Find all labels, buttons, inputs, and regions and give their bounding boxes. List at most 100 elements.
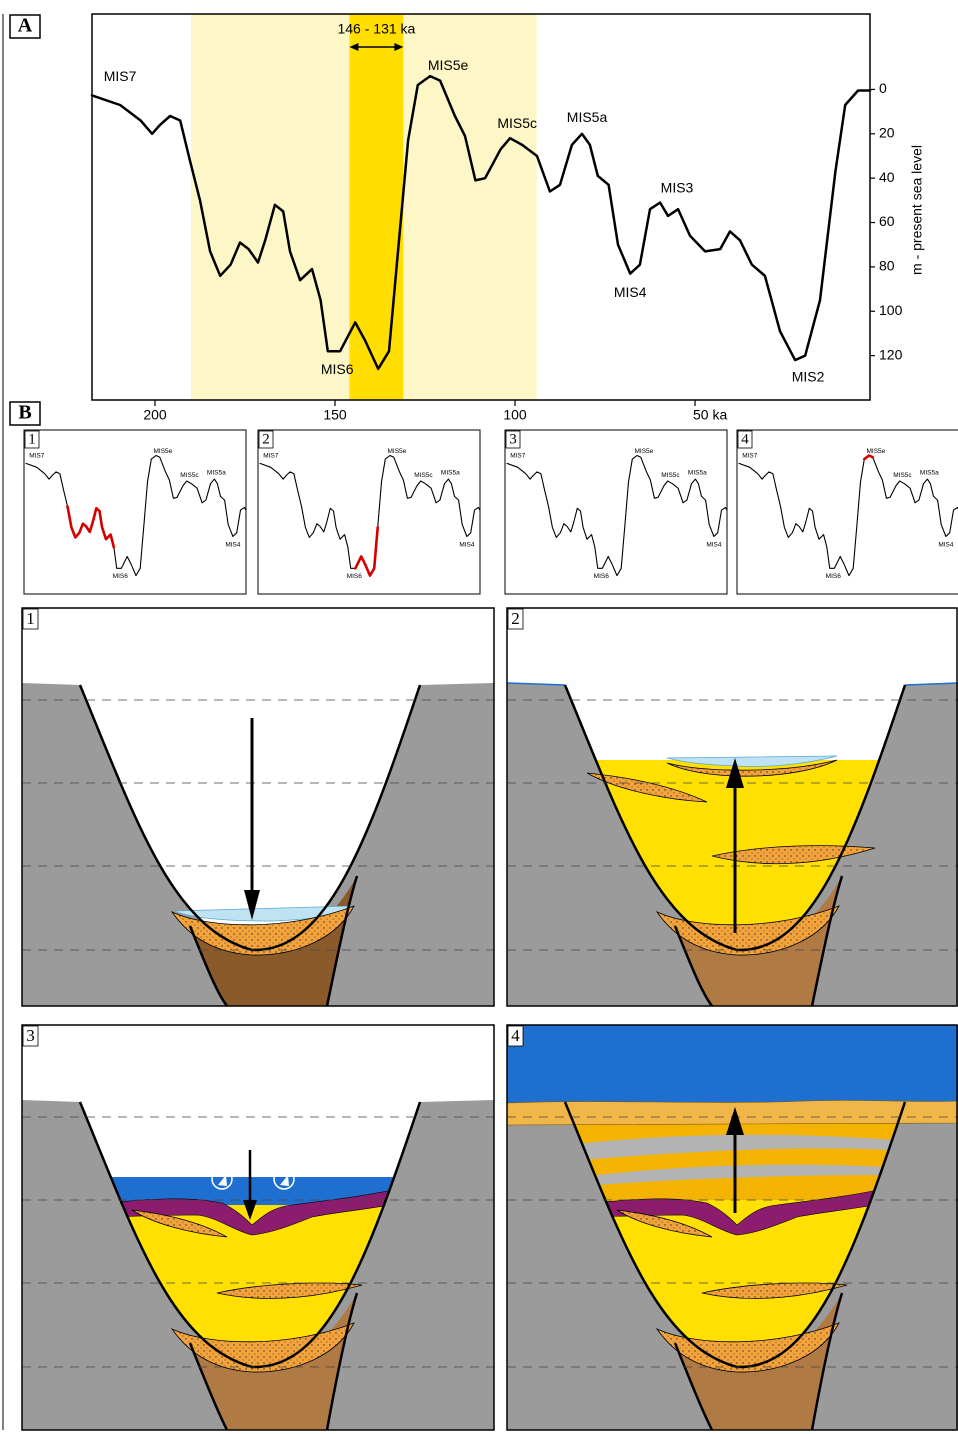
- arrow-head: [726, 1107, 744, 1135]
- arrow-head: [349, 43, 359, 51]
- channel-fill: [675, 876, 842, 1006]
- stage-label: 1: [26, 609, 35, 628]
- eddy-arrow: [280, 1175, 289, 1186]
- gravel-lens: [216, 1282, 363, 1299]
- thumb-annotation: MIS5a: [441, 469, 460, 476]
- bedrock: [507, 683, 958, 1006]
- thumb-annotation: MIS7: [742, 453, 758, 460]
- x-tick-label: 100: [503, 407, 527, 423]
- channel-fill: [190, 876, 357, 1006]
- arrow-head: [243, 1200, 257, 1220]
- y-tick-label: 0: [879, 80, 887, 96]
- channel-outline: [673, 875, 844, 1007]
- thumb-annotation: MIS5e: [387, 448, 406, 455]
- thumb-annotation: MIS5e: [153, 448, 172, 455]
- marine-layer: [506, 1100, 958, 1126]
- thumb-annotation: MIS5a: [688, 469, 707, 476]
- panel-label: B: [18, 402, 31, 424]
- eddy: [211, 1168, 233, 1190]
- bands: [191, 14, 537, 400]
- y-axis-label: m - present sea level: [909, 145, 925, 275]
- thumb-highlight: [66, 505, 116, 549]
- annotation: MIS7: [104, 68, 137, 84]
- stage-label: 1: [28, 431, 36, 447]
- gravel-lens: [655, 1322, 840, 1373]
- thumb-annotation: MIS5c: [661, 472, 680, 479]
- channel-outline: [188, 1292, 359, 1431]
- thumb-highlight: [354, 526, 379, 577]
- thumb-curve: [506, 454, 727, 577]
- sea: [507, 1025, 958, 1105]
- band-label: 146 - 131 ka: [337, 21, 415, 37]
- thumb-frame: [736, 429, 958, 595]
- stage-label-box: [507, 608, 524, 630]
- thumb-annotation: MIS6: [113, 573, 129, 580]
- section-2: [506, 608, 958, 1007]
- gravel-lens: [616, 1209, 713, 1238]
- thumb-annotation: MIS4: [706, 541, 722, 548]
- y-tick-label: 20: [879, 124, 895, 140]
- stage-label: 2: [511, 609, 520, 628]
- chart-frame: [91, 13, 871, 401]
- channel-outline: [188, 875, 359, 1007]
- mud-lens: [597, 1164, 887, 1185]
- section-3: [22, 1025, 494, 1431]
- thumb-frame: [257, 429, 481, 595]
- thumb-annotation: MIS6: [347, 573, 363, 580]
- thumb-annotation: MIS5e: [866, 448, 885, 455]
- x-tick-label: 50 ka: [693, 407, 727, 423]
- thumb-curve: [738, 454, 958, 577]
- thumb-annotation: MIS5c: [893, 472, 912, 479]
- bedrock: [22, 1100, 494, 1430]
- section-frame: [21, 607, 495, 1007]
- panel-label: A: [18, 15, 33, 37]
- channel-fill: [190, 1293, 357, 1430]
- thumb-annotation: MIS5a: [920, 469, 939, 476]
- thumb-annotation: MIS4: [459, 541, 475, 548]
- eddy-arrow: [218, 1175, 227, 1186]
- band: [349, 14, 404, 400]
- arrow-head: [726, 758, 744, 788]
- annotation: MIS6: [321, 361, 354, 377]
- thumb-annotation: MIS7: [510, 453, 526, 460]
- channel-fill: [675, 1293, 842, 1430]
- stage-label: 4: [741, 431, 749, 447]
- bedrock: [22, 683, 494, 1006]
- y-tick-label: 40: [879, 169, 895, 185]
- annotation: MIS2: [792, 369, 825, 385]
- bedrock: [507, 1100, 958, 1430]
- thumbnails: MIS7 MIS5e MIS5c MIS5a MIS4 MIS6 1 MIS7 MIS5e MIS…: [23, 429, 958, 595]
- panel-label-box: [9, 401, 41, 426]
- panel-label-box: [9, 14, 41, 39]
- thumb-frame: [504, 429, 728, 595]
- section-frame: [21, 1024, 495, 1431]
- y-tick-label: 120: [879, 346, 903, 362]
- gravel-lens: [170, 905, 355, 956]
- thumb-annotation: MIS5a: [207, 469, 226, 476]
- arrow-head: [244, 890, 260, 920]
- water-line: [506, 682, 566, 686]
- section-frames: 1 2 3 4: [21, 607, 958, 1431]
- x-tick-label: 150: [323, 407, 347, 423]
- stage-label: 3: [26, 1026, 35, 1045]
- stage-label-box: [505, 430, 521, 449]
- stage-label: 3: [509, 431, 517, 447]
- stage-label-box: [24, 430, 40, 449]
- gravel-lens: [655, 905, 840, 956]
- thumb-highlight: [863, 454, 875, 461]
- gravel-lens: [711, 845, 876, 865]
- thumb-annotation: MIS7: [29, 453, 45, 460]
- thumb-curve: [259, 454, 480, 577]
- gravel-lens: [131, 1209, 228, 1238]
- stage-label: 2: [262, 431, 270, 447]
- annotation: MIS4: [614, 284, 647, 300]
- annotation: MIS3: [661, 179, 694, 195]
- stage-label: 4: [511, 1026, 520, 1045]
- stage-label-box: [737, 430, 753, 449]
- y-tick-label: 60: [879, 213, 895, 229]
- channel-outline: [673, 1292, 844, 1431]
- stage-label-box: [507, 1025, 524, 1047]
- chart: 146 - 131 ka 0 20 40 60 80 100 120 200 150 100 50 k…: [90, 21, 903, 423]
- section-4: [506, 1025, 958, 1431]
